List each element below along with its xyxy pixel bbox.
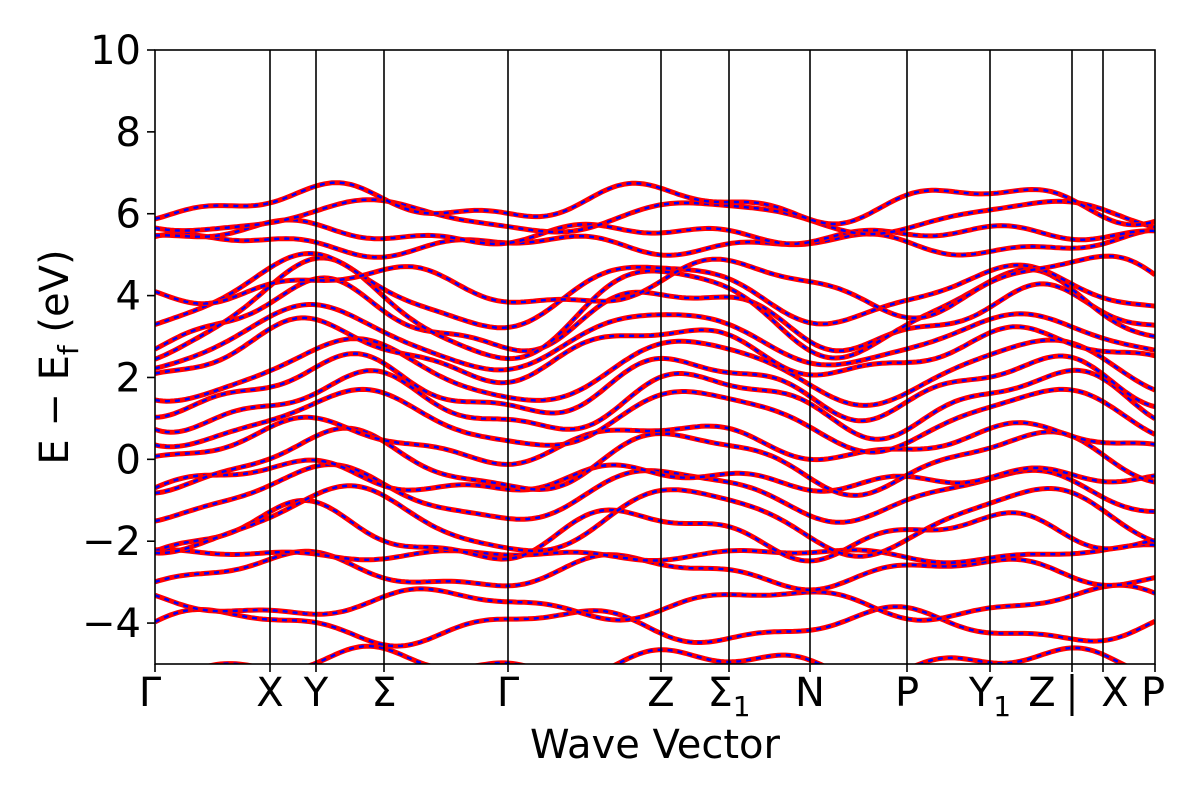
band-lines bbox=[155, 180, 1155, 664]
band-line-dashed bbox=[155, 458, 1155, 493]
x-tick-label: Z bbox=[647, 670, 674, 716]
band-line-solid bbox=[155, 351, 1155, 424]
band-line-dashed bbox=[155, 254, 1155, 320]
band-line-dashed bbox=[155, 198, 1155, 236]
band-line-dashed bbox=[155, 181, 1155, 226]
x-tick-label: Σ1 bbox=[707, 670, 750, 723]
y-axis-label-unit-text: (eV) bbox=[32, 249, 78, 332]
band-line-dashed bbox=[155, 543, 1155, 564]
high-symmetry-lines bbox=[269, 50, 1104, 664]
y-axis-label-sub: f bbox=[52, 344, 85, 355]
x-tick-label: Y bbox=[303, 670, 329, 716]
band-line-solid bbox=[155, 336, 1155, 408]
x-tick-label: Γ bbox=[497, 670, 520, 716]
y-tick-label: 0 bbox=[116, 437, 141, 483]
band-line-dashed bbox=[155, 388, 1155, 454]
band-line-dashed bbox=[155, 303, 1155, 372]
x-tick-label: Z bbox=[1028, 670, 1055, 716]
y-tick-label: −2 bbox=[82, 519, 141, 565]
band-line-dashed bbox=[155, 256, 1155, 361]
y-tick-label: 8 bbox=[116, 110, 141, 156]
y-axis-label: E − Ef (eV) bbox=[32, 249, 85, 464]
band-line-dashed bbox=[155, 352, 1155, 422]
band-line-solid bbox=[155, 315, 1155, 386]
y-tick-label: 10 bbox=[90, 28, 141, 74]
band-line-solid bbox=[155, 604, 1155, 649]
x-tick-label: X bbox=[1101, 670, 1128, 716]
y-axis-label-main: E − E bbox=[32, 355, 78, 465]
band-line-dashed bbox=[155, 252, 1155, 330]
y-tick-label: −4 bbox=[82, 601, 141, 647]
x-tick-label: P bbox=[895, 670, 919, 716]
x-tick-label: N bbox=[795, 670, 825, 716]
y-tick-label: 4 bbox=[116, 274, 141, 320]
x-tick-label: P bbox=[1141, 670, 1165, 716]
x-tick-label: Γ bbox=[139, 670, 162, 716]
band-line-solid bbox=[155, 217, 1155, 247]
y-tick-label: 2 bbox=[116, 355, 141, 401]
x-axis: Γ X Y Σ Γ Z Σ1 N P Y1 Z X P bbox=[139, 664, 1165, 723]
band-line-dashed bbox=[155, 427, 1155, 497]
band-line-dashed bbox=[155, 369, 1155, 441]
y-axis: −4 −2 0 2 4 6 8 10 bbox=[82, 28, 155, 647]
x-tick-label: X bbox=[256, 670, 283, 716]
plot-frame bbox=[154, 49, 1156, 665]
band-line-dashed bbox=[155, 416, 1155, 466]
band-line-solid bbox=[155, 582, 1155, 623]
x-tick-label-sub: 1 bbox=[733, 690, 751, 723]
x-axis-label: Wave Vector bbox=[530, 722, 781, 768]
y-tick-label: 6 bbox=[116, 192, 141, 238]
x-tick-label: Y1 bbox=[968, 670, 1011, 723]
band-line-dashed bbox=[155, 584, 1155, 622]
band-line-dashed bbox=[155, 484, 1155, 558]
band-line-solid bbox=[155, 227, 1155, 260]
band-line-solid bbox=[155, 497, 1155, 564]
x-tick-label: Σ bbox=[371, 670, 396, 716]
band-line-solid bbox=[155, 457, 1155, 494]
y-axis-label-unit bbox=[32, 333, 78, 346]
x-tick-label-sub: 1 bbox=[993, 690, 1011, 723]
band-line-dashed bbox=[212, 645, 1126, 664]
